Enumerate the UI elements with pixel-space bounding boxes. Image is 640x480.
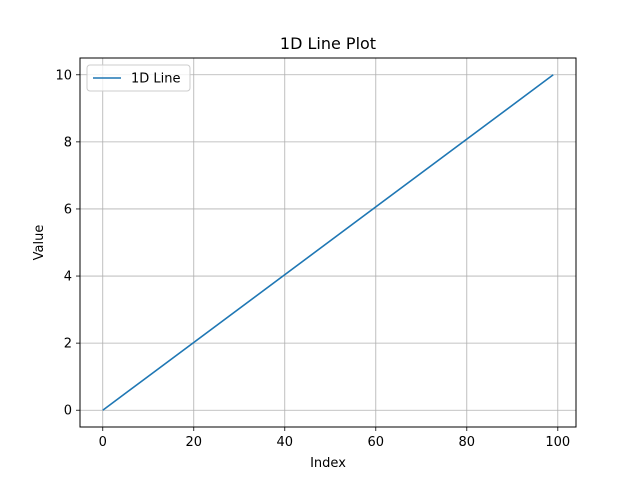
legend-label: 1D Line <box>131 72 181 87</box>
y-tick-label: 2 <box>64 337 72 352</box>
series-layer <box>102 74 554 411</box>
y-axis-label: Value <box>32 225 47 261</box>
x-tick-label: 80 <box>459 435 476 450</box>
chart-title: 1D Line Plot <box>280 34 376 53</box>
legend-box <box>86 64 191 92</box>
x-tick-label: 0 <box>99 435 107 450</box>
y-tick-label: 10 <box>55 68 72 83</box>
plot-area-frame <box>79 57 577 428</box>
x-axis-label: Index <box>310 456 346 471</box>
y-tick-label: 0 <box>64 404 72 419</box>
x-tick-label: 20 <box>185 435 202 450</box>
y-tick-label: 6 <box>64 202 72 217</box>
axis-ticks: 0 20 40 60 80 100 0 2 4 6 8 10 <box>55 68 570 450</box>
x-tick-label: 60 <box>368 435 385 450</box>
grid-lines <box>80 58 576 427</box>
x-tick-label: 100 <box>545 435 570 450</box>
y-tick-label: 8 <box>64 135 72 150</box>
x-tick-label: 40 <box>276 435 293 450</box>
y-tick-label: 4 <box>64 270 72 285</box>
series-line <box>102 74 554 411</box>
legend: 1D Line <box>86 64 191 92</box>
